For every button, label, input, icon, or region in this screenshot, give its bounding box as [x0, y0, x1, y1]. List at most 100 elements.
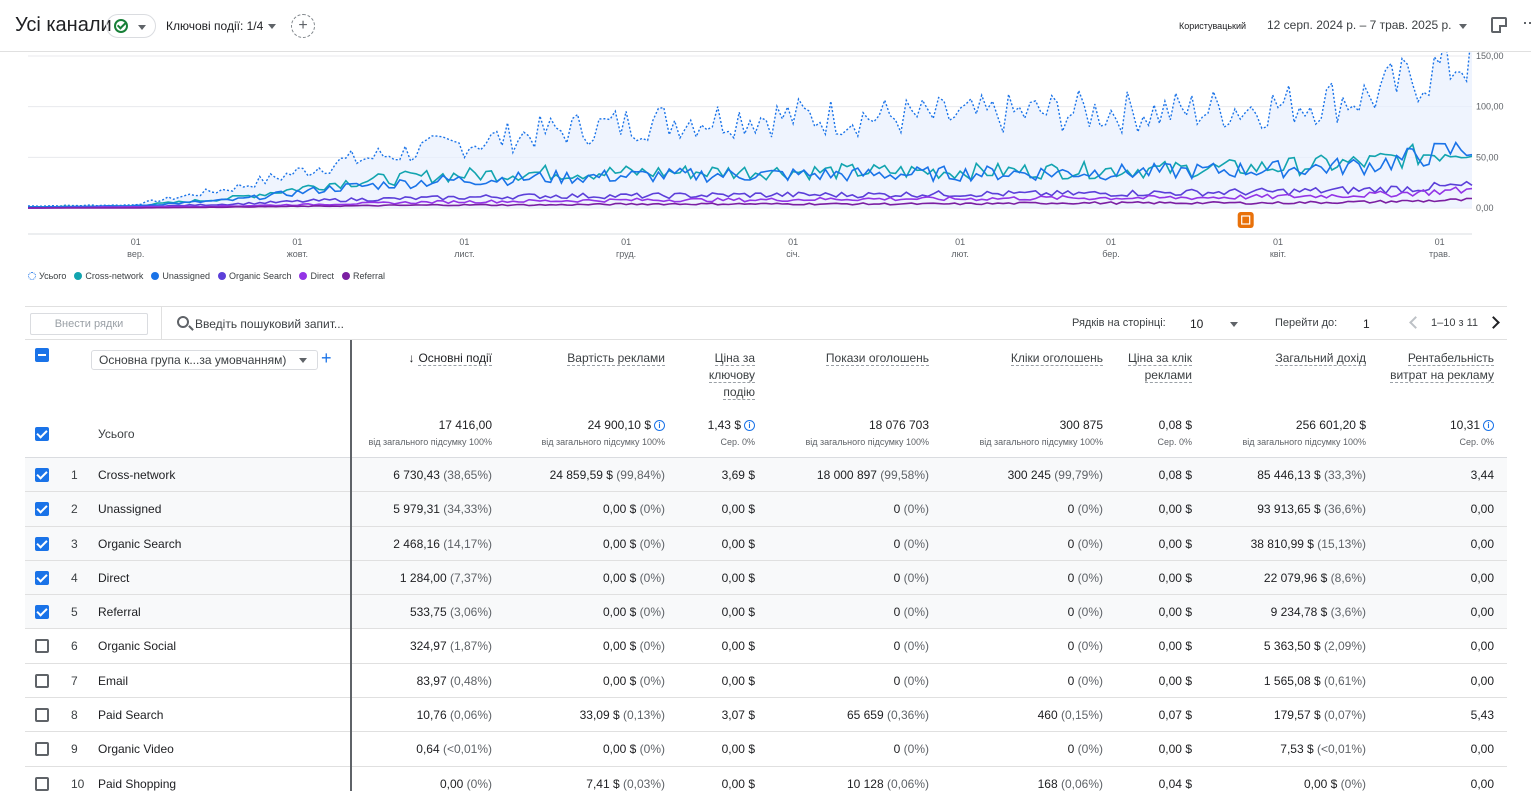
row-index: 4: [71, 570, 78, 585]
info-icon[interactable]: i: [654, 420, 665, 431]
row-dimension[interactable]: Direct: [98, 570, 130, 585]
row-checkbox[interactable]: [35, 639, 49, 654]
table-cell: 0 (0%): [1067, 673, 1103, 688]
table-cell: 0,00 $: [721, 502, 755, 517]
total-row-checkbox[interactable]: [35, 427, 49, 441]
row-index: 7: [71, 673, 78, 688]
chevron-down-icon[interactable]: [1459, 24, 1467, 29]
row-checkbox[interactable]: [35, 673, 49, 688]
column-total: 17 416,00: [438, 418, 492, 432]
date-range-picker[interactable]: 12 серп. 2024 р. – 7 трав. 2025 р.: [1267, 18, 1452, 32]
row-dimension[interactable]: Paid Search: [98, 708, 164, 723]
rows-per-page-select[interactable]: 10: [1190, 317, 1204, 331]
table-cell: 0,00 $ (0%): [602, 605, 665, 620]
chevron-left-icon[interactable]: [1409, 316, 1422, 329]
table-cell: 0,00: [1470, 536, 1494, 551]
chevron-down-icon[interactable]: [1230, 322, 1238, 327]
row-checkbox[interactable]: [35, 708, 49, 723]
goto-label: Перейти до:: [1275, 317, 1338, 329]
chevron-right-icon[interactable]: [1487, 316, 1500, 329]
goto-page-input[interactable]: 1: [1363, 317, 1370, 331]
row-index: 5: [71, 605, 78, 620]
table-cell: 3,69 $: [721, 468, 755, 482]
row-dimension[interactable]: Cross-network: [98, 468, 176, 482]
search-input[interactable]: [195, 314, 595, 334]
column-header[interactable]: ↓ Основні події: [342, 350, 492, 367]
dimension-select[interactable]: Основна група к...за умовчанням): [91, 350, 318, 370]
row-dimension[interactable]: Organic Search: [98, 536, 182, 551]
row-checkbox[interactable]: [35, 502, 49, 517]
row-dimension[interactable]: Paid Shopping: [98, 776, 177, 791]
row-index: 3: [71, 536, 78, 551]
column-header[interactable]: Вартість реклами: [505, 350, 665, 367]
row-dimension[interactable]: Unassigned: [98, 502, 162, 517]
chevron-down-icon[interactable]: [268, 24, 276, 29]
share-icon[interactable]: [1524, 22, 1531, 28]
column-header-label: Основні події: [418, 351, 492, 366]
add-comparison-button[interactable]: +: [291, 14, 315, 38]
legend-item: Referral: [342, 271, 385, 281]
table-row: 9 Organic Video 0,64 (<0,01%) 0,00 $ (0%) 0,…: [25, 732, 1507, 767]
data-quality-chip[interactable]: [106, 14, 156, 38]
column-header-label: Ціна за клік реклами: [1128, 351, 1192, 383]
row-index: 8: [71, 708, 78, 723]
column-header[interactable]: Рентабельність витрат на рекламу: [1384, 350, 1494, 384]
row-checkbox[interactable]: [35, 776, 49, 791]
chart-y-ticks: 150,00 100,00 50,00 0,00: [1476, 52, 1504, 213]
row-checkbox[interactable]: [35, 742, 49, 757]
x-tick-day: 01: [788, 237, 798, 247]
table-cell: 0,00 (0%): [439, 776, 492, 791]
info-icon[interactable]: i: [1483, 420, 1494, 431]
table-cell: 0,00: [1470, 502, 1494, 517]
row-dimension[interactable]: Referral: [98, 605, 141, 620]
row-index: 2: [71, 502, 78, 517]
row-dimension[interactable]: Organic Social: [98, 639, 177, 654]
table-cell: 0,00 $: [721, 742, 755, 757]
y-tick-label: 0,00: [1476, 203, 1494, 213]
table-row: 5 Referral 533,75 (3,06%) 0,00 $ (0%) 0,00 $…: [25, 595, 1507, 630]
select-all-checkbox[interactable]: [35, 348, 49, 362]
table-row: 1 Cross-network 6 730,43 (38,65%) 24 859,59…: [25, 458, 1507, 493]
row-checkbox[interactable]: [35, 536, 49, 551]
row-dimension[interactable]: Email: [98, 673, 129, 688]
table-cell: 0,00 $: [721, 536, 755, 551]
column-header[interactable]: Покази оголошень: [769, 350, 929, 367]
annotation-note-icon[interactable]: [1491, 17, 1507, 33]
table-cell: 33,09 $ (0,13%): [579, 708, 665, 723]
table-row: 6 Organic Social 324,97 (1,87%) 0,00 $ (0%)…: [25, 629, 1507, 664]
column-header[interactable]: Ціна за клік реклами: [1112, 350, 1192, 384]
divider: [161, 307, 162, 340]
row-checkbox[interactable]: [35, 570, 49, 585]
table-cell: 0,00 $ (0%): [602, 502, 665, 517]
row-dimension[interactable]: Organic Video: [98, 742, 174, 757]
column-total: 18 076 703: [868, 418, 929, 432]
column-header-label: Ціна за ключову подію: [708, 351, 755, 400]
info-icon[interactable]: i: [744, 420, 755, 431]
table-cell: 0,00: [1470, 742, 1494, 757]
column-total: 0,08 $: [1158, 418, 1192, 432]
table-row: 8 Paid Search 10,76 (0,06%) 33,09 $ (0,13%)…: [25, 698, 1507, 733]
key-events-selector[interactable]: Ключові події: 1/4: [166, 19, 264, 33]
column-header-label: Рентабельність витрат на рекламу: [1390, 351, 1494, 383]
row-checkbox[interactable]: [35, 468, 49, 482]
x-tick-month: груд.: [616, 249, 636, 259]
legend-item: Organic Search: [217, 271, 292, 281]
add-dimension-button[interactable]: +: [321, 348, 332, 368]
column-header[interactable]: Загальний дохід: [1206, 350, 1366, 367]
column-header-label: Загальний дохід: [1275, 351, 1366, 366]
column-header[interactable]: Кліки оголошень: [943, 350, 1103, 367]
page-title: Усі канали: [15, 14, 112, 36]
table-cell: 0,00 $: [1158, 536, 1192, 551]
sort-arrow-down-icon: ↓: [408, 351, 415, 365]
x-tick-month: квіт.: [1270, 249, 1286, 259]
table-cell: 0,00 $: [721, 776, 755, 791]
annotation-marker-icon[interactable]: [1237, 212, 1254, 228]
plot-rows-button[interactable]: Внести рядки: [30, 313, 148, 335]
legend-label: Organic Search: [228, 271, 292, 281]
row-checkbox[interactable]: [35, 605, 49, 620]
column-header[interactable]: Ціна за ключову подію: [675, 350, 755, 401]
table-cell: 7,41 $ (0,03%): [586, 776, 665, 791]
rows-per-page-label: Рядків на сторінці:: [1072, 317, 1166, 329]
series-line-0: [27, 52, 1471, 207]
table-cell: 18 000 897 (99,58%): [816, 468, 929, 482]
